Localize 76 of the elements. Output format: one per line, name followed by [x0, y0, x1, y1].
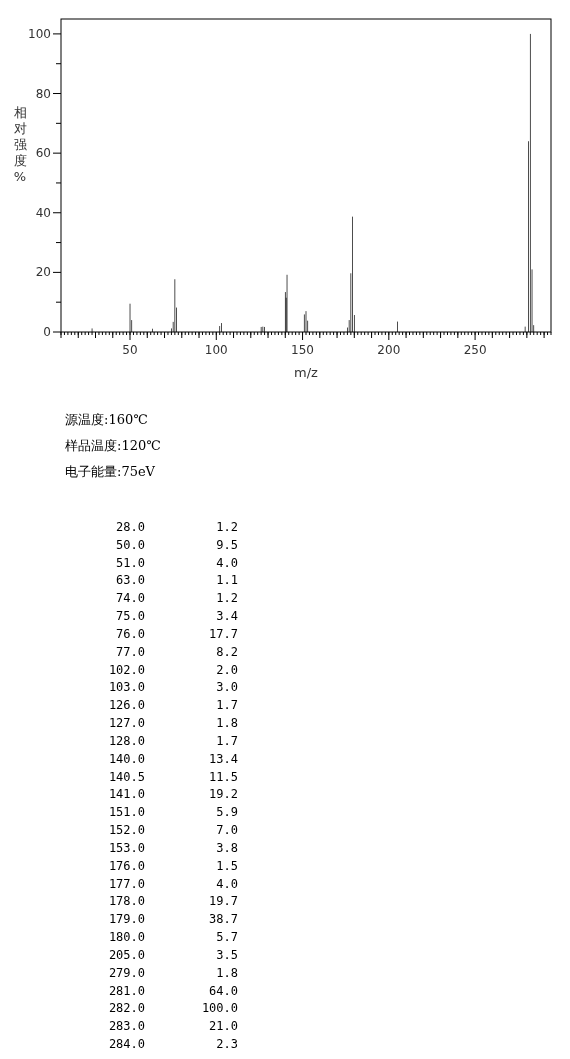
text: 279.0: [108, 965, 145, 980]
text: 75.0: [116, 609, 145, 624]
text: 19.7: [209, 894, 238, 909]
text: 1.8: [216, 716, 238, 731]
y-tick-label: 60: [35, 146, 51, 161]
text: 28.0: [116, 520, 145, 534]
text: 3.0: [216, 680, 238, 695]
text: 1.2: [216, 520, 238, 534]
text: 103.0: [108, 680, 145, 695]
text: 281.0: [108, 983, 145, 998]
text: 179.0: [108, 912, 145, 927]
text: 283.0: [108, 1019, 145, 1034]
x-tick-label: 100: [204, 343, 228, 357]
x-tick-label: 200: [377, 343, 401, 357]
text: 141.0: [108, 787, 145, 802]
text: 284.0: [108, 1037, 145, 1052]
text: 282.0: [108, 1001, 145, 1016]
text: 17.7: [209, 626, 238, 641]
text: 63.0: [116, 573, 145, 588]
y-tick-label: 20: [35, 265, 51, 280]
text: 19.2: [209, 787, 238, 802]
text: 100.0: [201, 1001, 238, 1016]
text: 153.0: [108, 840, 145, 855]
text: 8.2: [216, 644, 238, 659]
text: 1.2: [216, 591, 238, 606]
text: 4.0: [216, 876, 238, 891]
x-tick-label: 150: [291, 343, 314, 357]
text: 177.0: [108, 876, 145, 891]
text: 13.4: [209, 751, 238, 766]
text: 77.0: [116, 644, 145, 659]
text: 128.0: [108, 733, 145, 748]
text: 1.1: [216, 573, 238, 588]
text: 64.0: [209, 983, 238, 998]
x-tick-label: 50: [122, 343, 138, 357]
text: 3.5: [216, 947, 238, 962]
text: 74.0: [116, 591, 145, 606]
text: 2.0: [216, 662, 238, 677]
y-tick-label: 100: [28, 26, 51, 41]
text: 21.0: [209, 1019, 238, 1034]
text: 76.0: [116, 626, 145, 641]
y-tick-label: 40: [35, 205, 51, 220]
x-tick-label: 250: [463, 343, 487, 357]
text: 151.0: [108, 805, 145, 820]
text: 5.7: [216, 930, 238, 945]
text: 178.0: [108, 894, 145, 909]
text: 176.0: [108, 858, 145, 873]
text: 3.4: [216, 609, 238, 624]
text: 5.9: [216, 805, 238, 820]
text: 102.0: [108, 662, 145, 677]
text: 127.0: [108, 716, 145, 731]
text: 样品温度:120℃: [65, 438, 161, 453]
text: 1.7: [216, 733, 238, 748]
text: 51.0: [116, 555, 145, 570]
text: 1.7: [216, 698, 238, 713]
text: 1.8: [216, 965, 238, 980]
text: 2.3: [216, 1037, 238, 1052]
text: 7.0: [216, 823, 238, 838]
text: 1.5: [216, 858, 238, 873]
text: 126.0: [108, 698, 145, 713]
text: 50.0: [116, 537, 145, 552]
text: 38.7: [209, 912, 238, 927]
text: 205.0: [108, 947, 145, 962]
y-tick-label: 0: [43, 325, 51, 339]
text: 9.5: [216, 537, 238, 552]
text: 11.5: [209, 769, 238, 784]
text: 电子能量:75eV: [65, 464, 156, 479]
y-axis-title: 相对强度%: [13, 105, 27, 184]
text: 源温度:160℃: [65, 412, 148, 427]
text: 3.8: [216, 840, 238, 855]
x-axis-title: m/z: [294, 365, 319, 380]
text: 140.0: [108, 751, 145, 766]
text: 140.5: [108, 769, 145, 784]
y-tick-label: 80: [35, 86, 51, 101]
text: 152.0: [108, 823, 145, 838]
text: 4.0: [216, 555, 238, 570]
text: 180.0: [108, 930, 145, 945]
